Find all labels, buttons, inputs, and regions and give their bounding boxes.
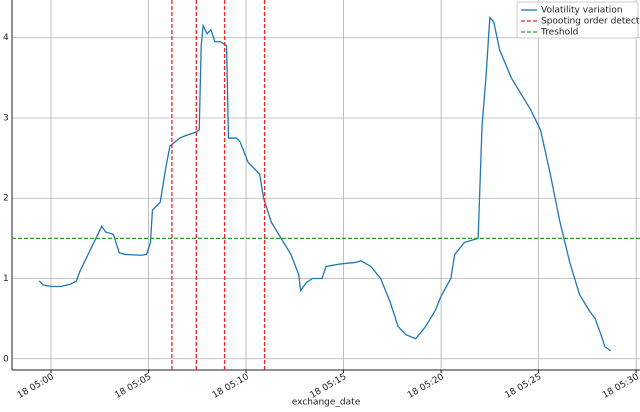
x-tick-label: 18 05:25 [503, 372, 543, 401]
y-tick-label: 2 [3, 194, 9, 204]
legend-label: Spooting order detected [541, 17, 640, 27]
x-tick-label: 18 05:00 [16, 372, 56, 401]
x-axis-label: exchange_date [292, 398, 361, 408]
y-tick-label: 0 [3, 354, 9, 364]
y-tick-label: 3 [3, 113, 9, 123]
legend-label: Treshold [540, 28, 578, 38]
y-tick-label: 1 [3, 274, 9, 284]
y-tick-label: 4 [3, 33, 9, 43]
x-tick-label: 18 05:30 [601, 372, 640, 401]
legend-box [516, 1, 639, 39]
x-tick-label: 18 05:05 [113, 372, 153, 401]
legend-label: Volatility variation [541, 6, 623, 16]
line [38, 16, 612, 352]
x-tick-label: 18 05:20 [406, 372, 446, 401]
x-tick-label: 18 05:10 [211, 372, 251, 401]
